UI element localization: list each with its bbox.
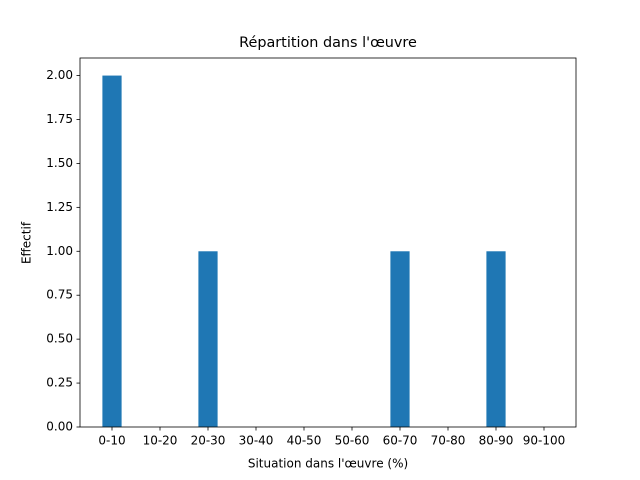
x-tick-label: 50-60: [335, 434, 370, 448]
x-tick-label: 30-40: [239, 434, 274, 448]
x-axis-label: Situation dans l'œuvre (%): [248, 457, 408, 471]
y-tick-label: 1.75: [46, 112, 73, 126]
y-tick-label: 1.25: [46, 200, 73, 214]
x-tick-label: 40-50: [287, 434, 322, 448]
y-tick-label: 2.00: [46, 68, 73, 82]
x-tick-label: 10-20: [143, 434, 178, 448]
y-tick-label: 0.00: [46, 420, 73, 434]
bar: [486, 251, 506, 427]
x-tick-label: 90-100: [523, 434, 566, 448]
y-tick-label: 0.25: [46, 376, 73, 390]
y-tick-label: 1.50: [46, 156, 73, 170]
x-tick-label: 60-70: [383, 434, 418, 448]
x-tick-label: 0-10: [98, 434, 125, 448]
bar: [198, 251, 218, 427]
chart-title: Répartition dans l'œuvre: [239, 35, 417, 51]
y-tick-label: 1.00: [46, 244, 73, 258]
y-tick-label: 0.75: [46, 288, 73, 302]
axes-frame: [79, 57, 577, 428]
bar: [102, 75, 122, 428]
bar: [390, 251, 410, 427]
y-axis-label: Effectif: [20, 221, 34, 264]
x-tick-label: 20-30: [191, 434, 226, 448]
x-tick-label: 80-90: [479, 434, 514, 448]
y-tick-label: 0.50: [46, 332, 73, 346]
x-tick-label: 70-80: [431, 434, 466, 448]
